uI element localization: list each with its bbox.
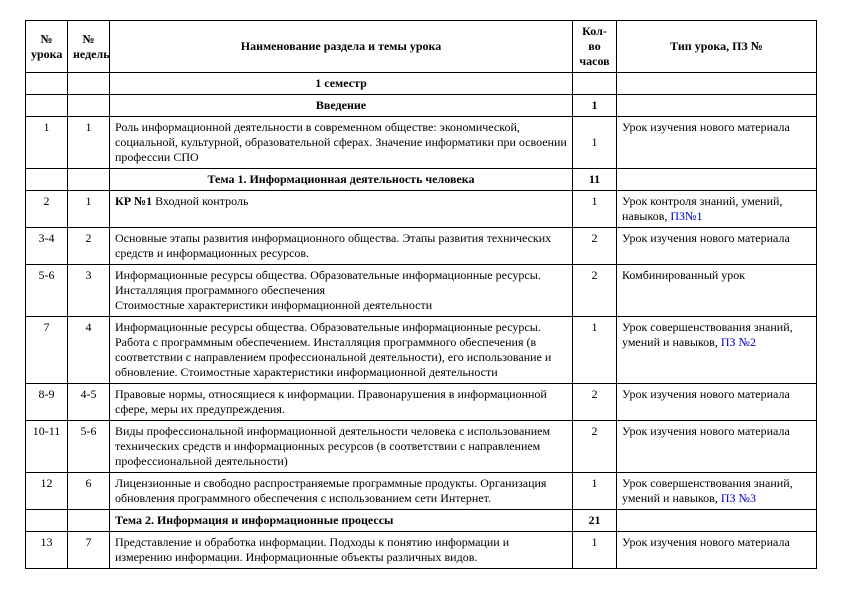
semester-row: 1 семестр — [26, 73, 817, 95]
pz-link[interactable]: ПЗ №2 — [721, 335, 756, 349]
col-header-hours: Кол-во часов — [573, 21, 617, 73]
cell-hours: 1 — [573, 117, 617, 169]
table-row: 12 6 Лицензионные и свободно распростран… — [26, 473, 817, 510]
col-header-type: Тип урока, ПЗ № — [617, 21, 817, 73]
col-header-title: Наименование раздела и темы урока — [110, 21, 573, 73]
cell-week: 4 — [68, 317, 110, 384]
table-header-row: № урока № недель Наименование раздела и … — [26, 21, 817, 73]
section-title: Введение — [110, 95, 573, 117]
table-row: 2 1 КР №1 Входной контроль 1 Урок контро… — [26, 191, 817, 228]
cell-hours: 2 — [573, 265, 617, 317]
cell-title: Представление и обработка информации. По… — [110, 532, 573, 569]
section-hours: 11 — [573, 169, 617, 191]
cell-week: 6 — [68, 473, 110, 510]
cell-week: 3 — [68, 265, 110, 317]
cell-title: Лицензионные и свободно распространяемые… — [110, 473, 573, 510]
cell-title: Виды профессиональной информационной дея… — [110, 421, 573, 473]
pz-link[interactable]: ПЗ№1 — [670, 209, 702, 223]
cell-type: Урок изучения нового материала — [617, 532, 817, 569]
cell-week: 1 — [68, 117, 110, 169]
cell-hours: 2 — [573, 384, 617, 421]
table-row: 13 7 Представление и обработка информаци… — [26, 532, 817, 569]
cell-hours: 1 — [573, 473, 617, 510]
cell-hours: 1 — [573, 191, 617, 228]
col-header-week-num: № недель — [68, 21, 110, 73]
cell-hours: 2 — [573, 421, 617, 473]
table-row: 5-6 3 Информационные ресурсы общества. О… — [26, 265, 817, 317]
section-intro: Введение 1 — [26, 95, 817, 117]
pz-link[interactable]: ПЗ №3 — [721, 491, 756, 505]
cell-title: Основные этапы развития информационного … — [110, 228, 573, 265]
section-theme2: Тема 2. Информация и информационные проц… — [26, 510, 817, 532]
cell-num: 13 — [26, 532, 68, 569]
cell-num: 8-9 — [26, 384, 68, 421]
cell-title: Информационные ресурсы общества. Образов… — [110, 265, 573, 317]
cell-hours: 1 — [573, 317, 617, 384]
table-row: 7 4 Информационные ресурсы общества. Обр… — [26, 317, 817, 384]
cell-title: Правовые нормы, относящиеся к информации… — [110, 384, 573, 421]
cell-title: КР №1 Входной контроль — [110, 191, 573, 228]
section-title: Тема 2. Информация и информационные проц… — [110, 510, 573, 532]
cell-week: 4-5 — [68, 384, 110, 421]
cell-type: Урок изучения нового материала — [617, 421, 817, 473]
cell-type: Урок изучения нового материала — [617, 384, 817, 421]
cell-num: 3-4 — [26, 228, 68, 265]
table-row: 3-4 2 Основные этапы развития информацио… — [26, 228, 817, 265]
cell-type: Урок изучения нового материала — [617, 228, 817, 265]
section-theme1: Тема 1. Информационная деятельность чело… — [26, 169, 817, 191]
cell-type: Комбинированный урок — [617, 265, 817, 317]
cell-num: 7 — [26, 317, 68, 384]
cell-week: 1 — [68, 191, 110, 228]
table-row: 10-11 5-6 Виды профессиональной информац… — [26, 421, 817, 473]
cell-title: Информационные ресурсы общества. Образов… — [110, 317, 573, 384]
cell-week: 7 — [68, 532, 110, 569]
section-hours: 21 — [573, 510, 617, 532]
semester-label: 1 семестр — [110, 73, 573, 95]
cell-type: Урок совершенствования знаний, умений и … — [617, 317, 817, 384]
col-header-lesson-num: № урока — [26, 21, 68, 73]
cell-title: Роль информационной деятельности в совре… — [110, 117, 573, 169]
cell-week: 2 — [68, 228, 110, 265]
cell-type: Урок контроля знаний, умений, навыков, П… — [617, 191, 817, 228]
section-hours: 1 — [573, 95, 617, 117]
cell-type: Урок совершенствования знаний, умений и … — [617, 473, 817, 510]
cell-num: 12 — [26, 473, 68, 510]
cell-type: Урок изучения нового материала — [617, 117, 817, 169]
cell-num: 1 — [26, 117, 68, 169]
cell-num: 2 — [26, 191, 68, 228]
cell-num: 10-11 — [26, 421, 68, 473]
table-row: 1 1 Роль информационной деятельности в с… — [26, 117, 817, 169]
cell-num: 5-6 — [26, 265, 68, 317]
kr-label: КР №1 — [115, 194, 152, 208]
table-row: 8-9 4-5 Правовые нормы, относящиеся к ин… — [26, 384, 817, 421]
cell-week: 5-6 — [68, 421, 110, 473]
cell-hours: 2 — [573, 228, 617, 265]
cell-hours: 1 — [573, 532, 617, 569]
section-title: Тема 1. Информационная деятельность чело… — [110, 169, 573, 191]
curriculum-table: № урока № недель Наименование раздела и … — [25, 20, 817, 569]
